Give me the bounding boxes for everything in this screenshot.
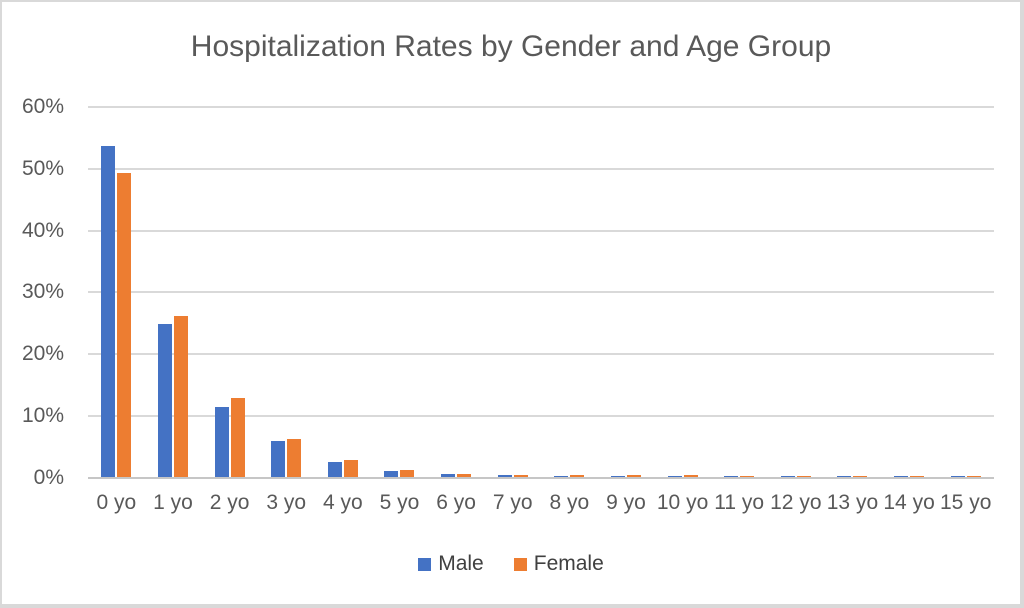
bar-group-10-yo — [654, 106, 711, 477]
bar-female — [853, 476, 868, 477]
x-axis-line — [88, 477, 994, 479]
y-tick-label: 20% — [21, 342, 64, 365]
bar-female — [513, 475, 528, 477]
bar-female — [626, 475, 641, 477]
bar-female — [173, 316, 188, 477]
bar-male — [101, 146, 116, 477]
bar-male — [667, 476, 682, 477]
bar-group-9-yo — [598, 106, 655, 477]
x-tick-label: 12 yo — [770, 491, 822, 514]
y-tick-label: 50% — [21, 157, 64, 180]
bar-female — [683, 475, 698, 477]
x-tick-label: 13 yo — [826, 491, 879, 514]
legend-swatch-female — [513, 557, 527, 571]
bar-group-7-yo — [484, 106, 541, 477]
bar-male — [554, 476, 569, 477]
legend-item-female: Female — [513, 552, 604, 576]
bar-female — [570, 475, 585, 477]
x-tick-label: 11 yo — [714, 491, 765, 514]
bar-male — [610, 476, 625, 477]
y-tick-label: 40% — [21, 219, 64, 242]
x-tick-label: 9 yo — [606, 491, 646, 514]
bar-female — [966, 476, 981, 477]
bar-male — [837, 476, 852, 477]
x-tick-label: 8 yo — [549, 491, 590, 514]
bar-group-0-yo — [88, 106, 145, 477]
x-axis: 0 yo 1 yo 2 yo 3 yo 4 yo 5 yo 6 yo 7 yo 8 yo 9 yo… — [88, 491, 994, 515]
bar-male — [214, 407, 229, 477]
x-tick-label: 2 yo — [209, 491, 250, 514]
gridline — [88, 230, 994, 232]
plot-area — [88, 106, 994, 479]
bar-male — [497, 475, 512, 477]
x-tick-label: 4 yo — [322, 491, 363, 514]
bar-female — [457, 474, 472, 477]
bar-female — [287, 439, 302, 477]
bar-male — [157, 324, 172, 477]
x-tick-label: 10 yo — [656, 491, 709, 514]
bar-male — [950, 476, 965, 477]
x-tick-label: 6 yo — [436, 491, 476, 514]
bar-group-1-yo — [145, 106, 202, 477]
gridline — [88, 168, 994, 170]
legend-label: Male — [438, 552, 484, 575]
x-tick-label: 0 yo — [96, 491, 137, 514]
x-tick-label: 7 yo — [492, 491, 533, 514]
bar-group-3-yo — [258, 106, 315, 477]
bar-female — [910, 476, 925, 477]
bar-group-2-yo — [201, 106, 258, 477]
bar-group-4-yo — [315, 106, 372, 477]
bar-male — [271, 441, 286, 477]
bar-male — [441, 474, 456, 477]
bar-group-5-yo — [371, 106, 428, 477]
bar-male — [384, 471, 399, 477]
chart-title: Hospitalization Rates by Gender and Age … — [190, 30, 832, 63]
bar-groups — [88, 106, 994, 477]
legend-label: Female — [533, 552, 604, 575]
bar-group-12-yo — [768, 106, 825, 477]
bar-group-6-yo — [428, 106, 485, 477]
bar-group-8-yo — [541, 106, 598, 477]
bar-group-13-yo — [824, 106, 881, 477]
x-tick-label: 14 yo — [883, 491, 935, 514]
bar-female — [740, 476, 755, 477]
gridline — [88, 106, 994, 108]
bar-male — [724, 476, 739, 477]
x-tick-label: 3 yo — [266, 491, 307, 514]
bar-female — [400, 470, 415, 477]
bar-female — [343, 460, 358, 477]
legend-item-male: Male — [418, 552, 484, 576]
bar-group-11-yo — [711, 106, 768, 477]
x-tick-label: 15 yo — [940, 491, 992, 514]
bar-female — [230, 398, 245, 477]
bar-group-15-yo — [937, 106, 994, 477]
y-tick-label: 10% — [21, 404, 64, 427]
gridline — [88, 291, 994, 293]
y-tick-label: 0% — [33, 466, 64, 489]
bar-group-14-yo — [881, 106, 938, 477]
gridline — [88, 415, 994, 417]
bar-female — [117, 173, 132, 477]
legend: Male Female — [2, 552, 1020, 576]
y-axis: 0% 10% 20% 30% 40% 50% 60% — [2, 95, 64, 489]
bar-female — [796, 476, 811, 477]
bar-male — [894, 476, 909, 477]
bar-male — [327, 462, 342, 477]
legend-swatch-male — [418, 557, 432, 571]
bar-male — [780, 476, 795, 477]
x-tick-label: 1 yo — [153, 491, 193, 514]
y-tick-label: 60% — [21, 95, 64, 118]
x-tick-label: 5 yo — [379, 491, 420, 514]
y-tick-label: 30% — [21, 280, 64, 303]
gridline — [88, 353, 994, 355]
